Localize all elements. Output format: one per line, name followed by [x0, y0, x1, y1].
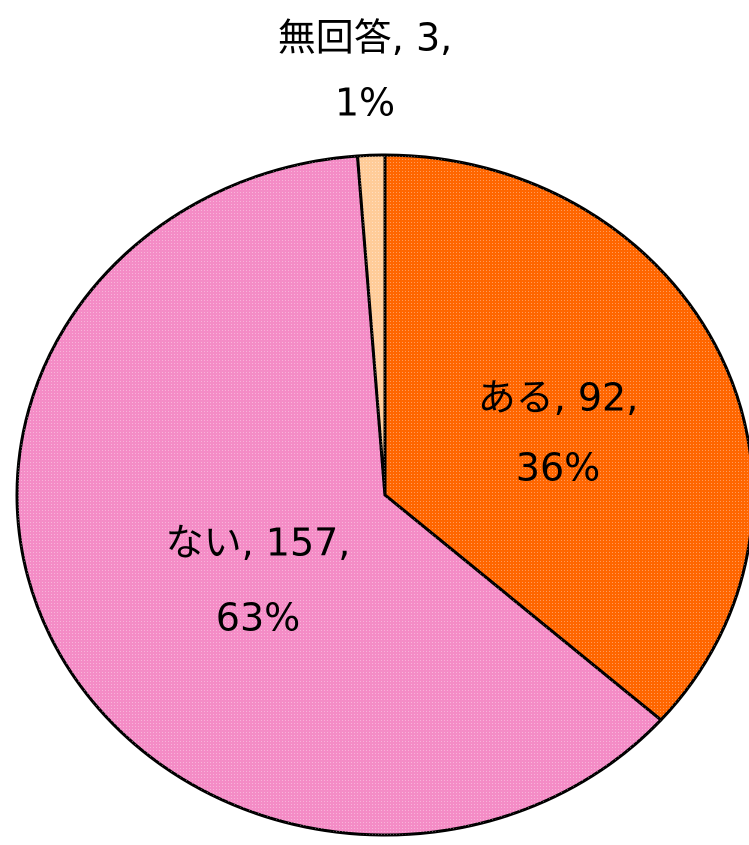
- slice-texture: [357, 155, 385, 495]
- data-label: 無回答, 3,: [278, 16, 452, 60]
- slice-texture: [17, 155, 661, 836]
- data-label: ある, 92,: [478, 376, 639, 420]
- data-label: 1%: [335, 81, 395, 125]
- slice-texture: [385, 155, 749, 720]
- data-label: ない, 157,: [166, 521, 351, 565]
- data-label: 36%: [516, 446, 600, 490]
- data-label: 63%: [216, 596, 300, 640]
